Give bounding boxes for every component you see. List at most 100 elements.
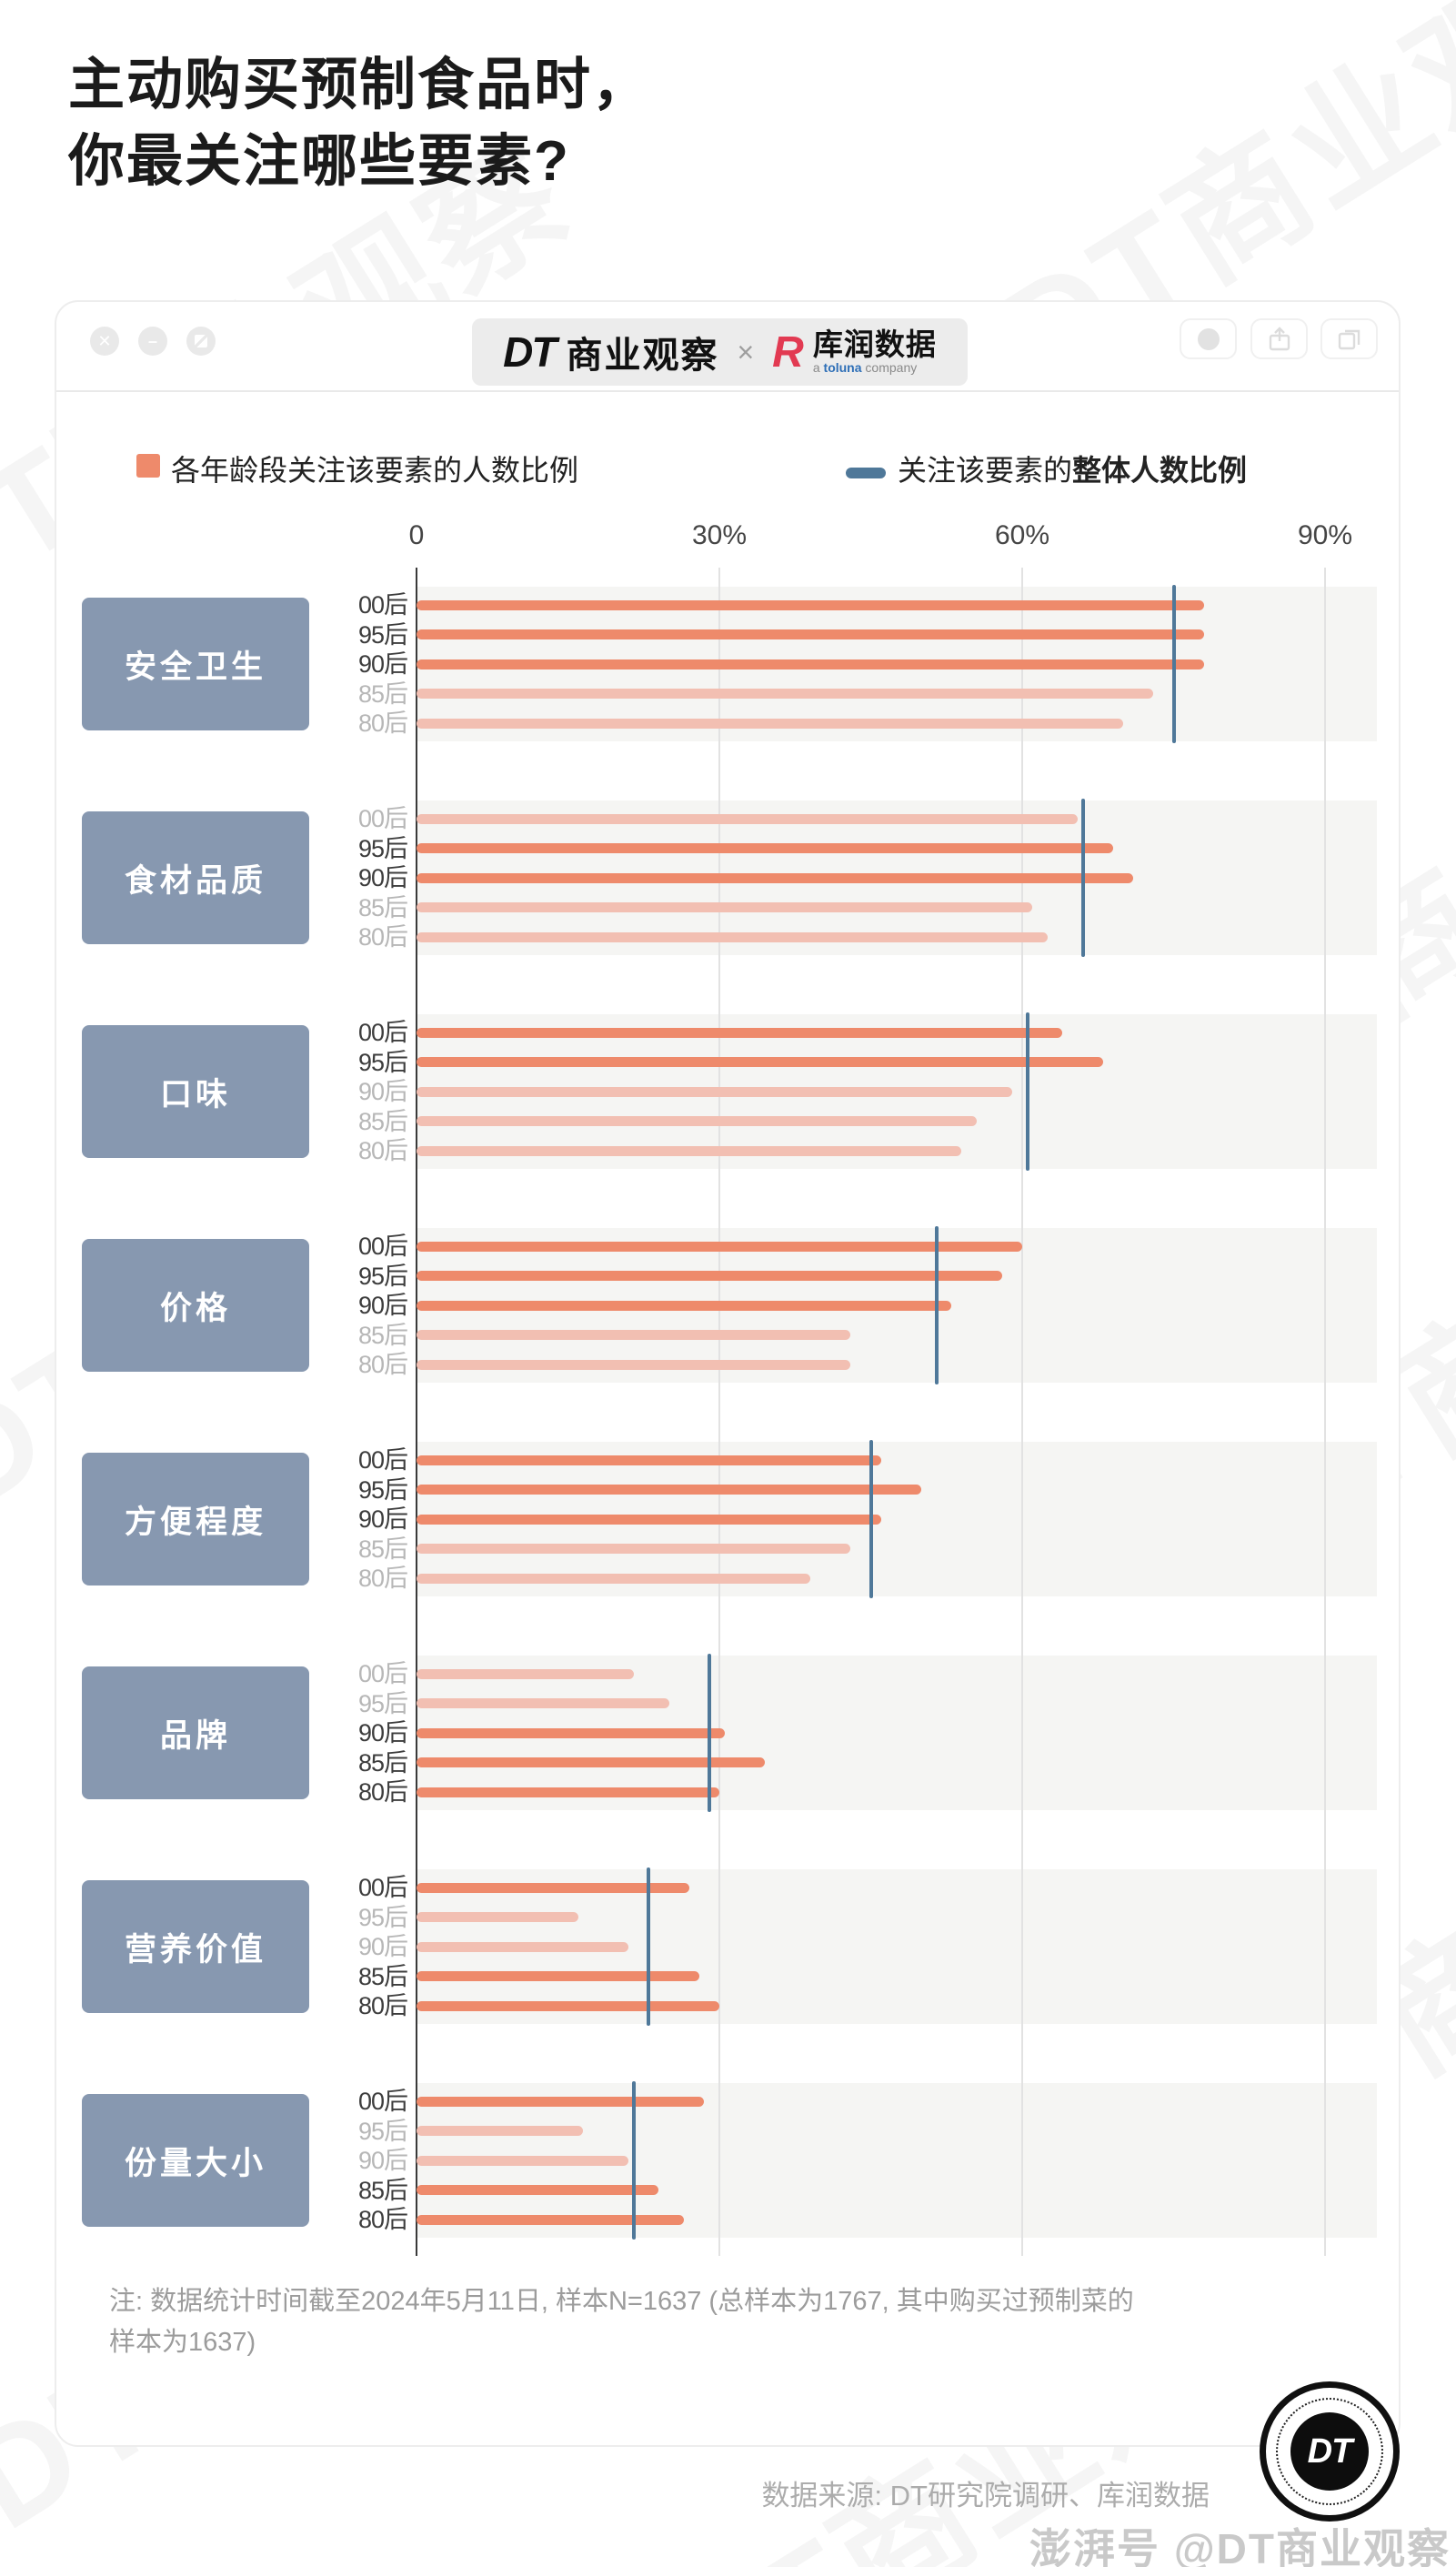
age-label: 85后 [357, 680, 408, 708]
overall-line [707, 1654, 711, 1812]
age-label: 95后 [357, 834, 408, 862]
age-label: 00后 [357, 1233, 408, 1260]
age-bar [417, 843, 1113, 853]
age-label: 95后 [357, 1903, 408, 1931]
age-bar [417, 2126, 584, 2136]
legend-line-label-regular: 关注该要素的 [898, 454, 1073, 487]
age-bar [417, 689, 1154, 699]
legend-bars-label: 各年龄段关注该要素的人数比例 [171, 454, 579, 487]
age-bar [417, 1941, 629, 1952]
overall-line [631, 2081, 636, 2240]
axis-line [416, 568, 417, 2256]
age-label: 85后 [357, 1107, 408, 1135]
age-label: 90后 [357, 1292, 408, 1319]
restore-button[interactable] [186, 327, 216, 356]
age-label: 85后 [357, 2176, 408, 2204]
age-label: 00后 [357, 1019, 408, 1046]
age-label: 90后 [357, 650, 408, 678]
age-label: 80后 [357, 923, 408, 951]
age-bar [417, 1485, 921, 1495]
age-label: 90后 [357, 1078, 408, 1105]
age-label: 80后 [357, 1351, 408, 1378]
age-label: 00后 [357, 805, 408, 832]
age-bar [417, 1573, 810, 1584]
age-bar [417, 872, 1134, 883]
age-bar [417, 931, 1048, 942]
age-bar [417, 1027, 1063, 1038]
age-label: 85后 [357, 893, 408, 921]
age-bar [417, 1300, 952, 1311]
header-logo-bar: DT 商业观察 × R 库润数据 a toluna company [472, 318, 968, 386]
age-bar [417, 1544, 851, 1554]
minimize-button[interactable]: – [138, 327, 167, 356]
age-label: 90后 [357, 864, 408, 891]
axis-tick-30: 30% [691, 520, 748, 550]
axis-tick-0: 0 [408, 520, 425, 550]
category-box: 方便程度 [82, 1453, 309, 1586]
age-label: 90后 [357, 2147, 408, 2174]
page-title-line1: 主动购买预制食品时， [68, 54, 651, 116]
close-button[interactable]: ✕ [90, 327, 119, 356]
partner-brand: 库润数据 a toluna company [812, 329, 937, 375]
age-bar [417, 2096, 705, 2107]
age-label: 00后 [357, 1660, 408, 1687]
age-bar [417, 1359, 851, 1370]
age-label: 80后 [357, 1992, 408, 2019]
age-label: 95后 [357, 1048, 408, 1076]
copy-icon [1338, 329, 1360, 349]
copy-button[interactable] [1320, 318, 1378, 359]
age-bar [417, 1971, 699, 1981]
legend-line-swatch [846, 468, 886, 478]
age-bar [417, 1514, 881, 1525]
share-icon [1269, 326, 1290, 350]
kurun-logo-icon: R [772, 327, 804, 377]
age-label: 85后 [357, 1748, 408, 1777]
age-bar [417, 1057, 1103, 1067]
age-label: 85后 [357, 1962, 408, 1990]
category-box: 价格 [82, 1239, 309, 1372]
record-button[interactable] [1180, 318, 1237, 359]
age-bar [417, 1271, 1002, 1281]
partner-subtitle: a toluna company [812, 359, 918, 375]
age-bar [417, 902, 1033, 912]
overall-line [1025, 1012, 1029, 1171]
age-bar [417, 813, 1079, 824]
age-bar [417, 1912, 578, 1922]
age-label: 95后 [357, 2117, 408, 2145]
axis-tick-60: 60% [994, 520, 1050, 550]
share-button[interactable] [1250, 318, 1308, 359]
category-box: 口味 [82, 1025, 309, 1158]
overall-line [1171, 585, 1176, 743]
legend-line-label: 关注该要素的整体人数比例 [898, 448, 1247, 489]
age-label: 00后 [357, 2088, 408, 2115]
gridline-90 [1324, 568, 1326, 2256]
platform-watermark: 澎湃号 @DT商业观察 [1029, 2525, 1451, 2567]
age-label: 90后 [357, 1719, 408, 1747]
record-icon [1197, 327, 1220, 350]
age-label: 85后 [357, 1321, 408, 1349]
age-bar [417, 1727, 725, 1738]
category-box: 品牌 [82, 1666, 309, 1799]
category-box: 食材品质 [82, 811, 309, 944]
gridline-60 [1021, 568, 1023, 2256]
age-bar [417, 1330, 851, 1340]
age-label: 80后 [357, 1565, 408, 1592]
restore-icon [195, 335, 207, 347]
age-bar [417, 1882, 689, 1893]
page-title-line2: 你最关注哪些要素? [68, 130, 570, 194]
age-bar [417, 1668, 634, 1679]
age-label: 00后 [357, 1446, 408, 1474]
age-bar [417, 1145, 962, 1156]
age-label: 80后 [357, 2206, 408, 2233]
dt-logo: DT [503, 328, 557, 376]
age-bar [417, 2214, 685, 2225]
age-label: 00后 [357, 591, 408, 619]
age-bar [417, 718, 1123, 729]
age-bar [417, 2155, 629, 2166]
age-bar [417, 2185, 659, 2195]
gridline-30 [718, 568, 720, 2256]
dt-badge-logo: DT [1290, 2412, 1369, 2491]
age-bar [417, 1698, 669, 1708]
age-label: 95后 [357, 1262, 408, 1290]
footnote-line2: 样本为1637) [109, 2327, 256, 2357]
